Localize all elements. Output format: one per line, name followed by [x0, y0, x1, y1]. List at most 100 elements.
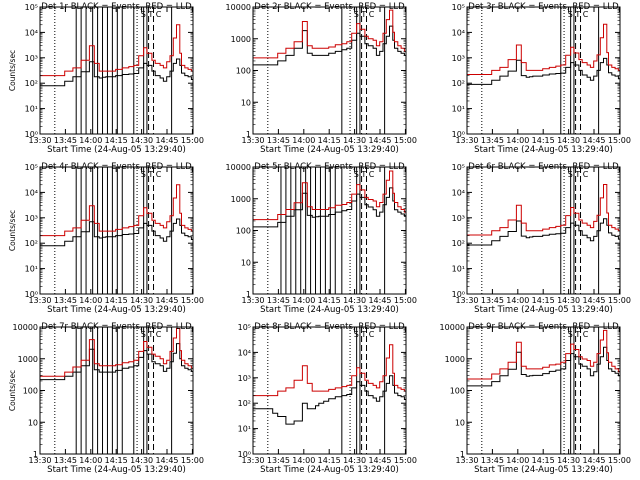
x-tick-label: 14:30	[130, 136, 153, 145]
x-tick-label: 13:30	[455, 296, 478, 305]
events-series-line	[467, 57, 620, 85]
x-tick-label: 14:00	[79, 136, 102, 145]
x-axis-label: Start Time (24-Aug-05 13:29:40)	[260, 305, 399, 315]
x-tick-label: 15:00	[181, 456, 204, 465]
events-series-line	[253, 375, 406, 425]
chart-title: Det 2r BLACK = Events, RED = LLD	[254, 2, 405, 12]
y-axis-label: Counts/sec	[8, 210, 17, 251]
y-tick-label: 10⁰	[452, 130, 465, 139]
x-tick-label: 14:15	[105, 456, 128, 465]
x-tick-label: 14:15	[318, 136, 341, 145]
y-tick-label: 10⁰	[238, 450, 251, 459]
x-tick-label: 14:45	[368, 456, 391, 465]
y-tick-label: 10³	[452, 214, 465, 223]
y-tick-label: 1000	[231, 195, 251, 204]
x-tick-label: 14:00	[506, 456, 529, 465]
y-tick-label: 10¹	[238, 425, 251, 434]
stc-marker-label: S T C	[568, 10, 589, 19]
x-tick-label: 14:15	[318, 456, 341, 465]
plot-frame	[39, 6, 194, 135]
stc-marker-label: S T C	[354, 10, 375, 19]
x-tick-label: 14:00	[506, 296, 529, 305]
x-axis-label: Start Time (24-Aug-05 13:29:40)	[47, 465, 186, 475]
events-series-line	[253, 187, 406, 228]
x-tick-label: 15:00	[181, 136, 204, 145]
x-tick-label: 14:15	[532, 136, 555, 145]
x-tick-label: 14:15	[105, 136, 128, 145]
events-series-line	[40, 343, 193, 381]
plot-frame	[252, 166, 407, 295]
x-tick-label: 13:45	[481, 296, 504, 305]
y-tick-label: 10	[241, 98, 251, 107]
x-tick-label: 15:00	[181, 296, 204, 305]
chart-panel-7: 1 10 100 1000 10000 13:30 13:45 14:00 14:15 14:30…	[8, 322, 204, 475]
y-tick-label: 10¹	[452, 265, 465, 274]
lld-series-line	[253, 170, 406, 221]
y-tick-label: 1	[246, 130, 251, 139]
y-tick-label: 10⁴	[25, 28, 38, 37]
x-tick-label: 13:30	[241, 296, 264, 305]
x-tick-label: 13:45	[481, 136, 504, 145]
x-tick-label: 15:00	[608, 296, 631, 305]
y-tick-label: 10	[455, 418, 465, 427]
y-tick-label: 1	[460, 450, 465, 459]
x-tick-label: 13:30	[241, 136, 264, 145]
lld-series-line	[40, 328, 193, 377]
y-tick-label: 10000	[13, 323, 38, 332]
x-tick-label: 13:45	[481, 456, 504, 465]
y-tick-label: 10³	[452, 54, 465, 63]
y-tick-label: 10	[28, 418, 38, 427]
x-tick-label: 14:45	[155, 136, 178, 145]
y-tick-label: 10⁵	[452, 3, 465, 12]
y-tick-label: 100	[236, 67, 251, 76]
plot-frame	[39, 326, 194, 455]
y-tick-label: 10⁵	[25, 163, 38, 172]
y-tick-label: 10²	[25, 79, 38, 88]
x-axis-label: Start Time (24-Aug-05 13:29:40)	[47, 145, 186, 155]
x-tick-label: 15:00	[608, 136, 631, 145]
y-tick-label: 1000	[18, 355, 38, 364]
x-tick-label: 14:00	[506, 136, 529, 145]
x-tick-label: 13:45	[267, 456, 290, 465]
x-tick-label: 14:30	[343, 136, 366, 145]
y-tick-label: 10⁰	[25, 130, 38, 139]
x-tick-label: 14:00	[292, 296, 315, 305]
plot-frame	[466, 326, 621, 455]
x-tick-label: 14:45	[155, 296, 178, 305]
x-tick-label: 13:45	[54, 456, 77, 465]
chart-title: Det 9r BLACK = Events, RED = LLD	[468, 322, 619, 332]
x-tick-label: 14:30	[343, 456, 366, 465]
x-tick-label: 14:15	[318, 296, 341, 305]
x-tick-label: 14:30	[343, 296, 366, 305]
x-tick-label: 14:30	[557, 456, 580, 465]
x-tick-label: 14:30	[557, 136, 580, 145]
chart-panel-5: 1 10 100 1000 10000 13:30 13:45 14:00 14:15 14:30…	[226, 162, 417, 315]
y-tick-label: 10⁵	[25, 3, 38, 12]
y-tick-label: 1	[33, 450, 38, 459]
x-tick-label: 14:45	[582, 136, 605, 145]
lld-series-line	[467, 23, 620, 75]
x-tick-label: 14:45	[155, 456, 178, 465]
x-tick-label: 13:45	[54, 136, 77, 145]
y-tick-label: 10²	[452, 239, 465, 248]
y-tick-label: 100	[23, 387, 38, 396]
y-tick-label: 10¹	[25, 105, 38, 114]
x-tick-label: 13:30	[28, 136, 51, 145]
stc-marker-label: S T C	[354, 170, 375, 179]
y-tick-label: 10¹	[25, 265, 38, 274]
x-axis-label: Start Time (24-Aug-05 13:29:40)	[474, 305, 613, 315]
x-axis-label: Start Time (24-Aug-05 13:29:40)	[260, 145, 399, 155]
y-tick-label: 10⁵	[452, 163, 465, 172]
y-tick-label: 10³	[25, 54, 38, 63]
x-tick-label: 13:30	[455, 136, 478, 145]
x-tick-label: 13:45	[267, 136, 290, 145]
stc-marker-label: S T C	[568, 170, 589, 179]
x-tick-label: 13:30	[28, 456, 51, 465]
y-tick-label: 10²	[25, 239, 38, 248]
x-tick-label: 14:15	[532, 456, 555, 465]
x-axis-label: Start Time (24-Aug-05 13:29:40)	[474, 465, 613, 475]
y-tick-label: 10⁴	[238, 348, 251, 357]
stc-marker-label: S T C	[141, 10, 162, 19]
